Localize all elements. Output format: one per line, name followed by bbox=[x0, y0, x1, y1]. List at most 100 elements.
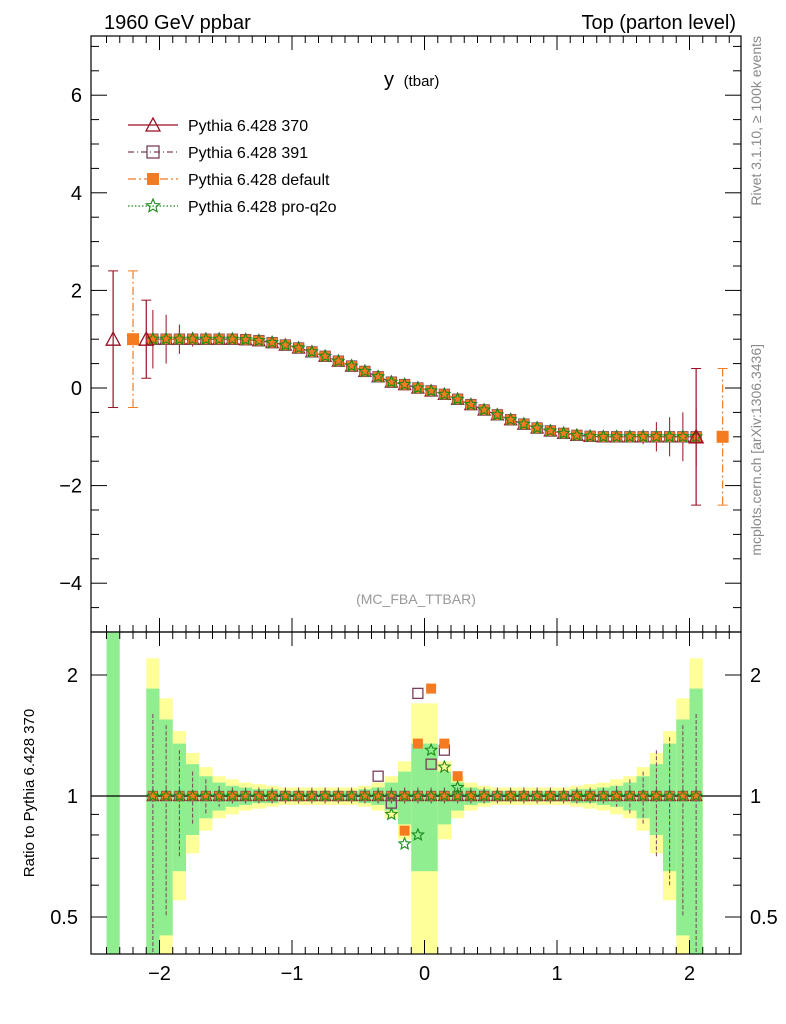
data-point bbox=[360, 791, 370, 801]
data-point bbox=[424, 789, 438, 802]
data-point bbox=[464, 789, 478, 802]
main-data-layer bbox=[105, 270, 729, 506]
ratio-y-tick-labels: 2 2 1 1 0.5 0.5 bbox=[50, 665, 778, 929]
data-point bbox=[291, 340, 306, 354]
data-point bbox=[227, 791, 237, 801]
data-point bbox=[186, 789, 200, 802]
data-point bbox=[505, 414, 516, 425]
data-point bbox=[384, 806, 399, 821]
xtick-label: −2 bbox=[148, 963, 171, 985]
data-point bbox=[543, 423, 558, 437]
data-point bbox=[373, 371, 384, 382]
left-title: 1960 GeV ppbar bbox=[104, 12, 251, 34]
data-point bbox=[625, 791, 635, 801]
data-point bbox=[424, 383, 439, 397]
data-point bbox=[411, 789, 425, 802]
data-point bbox=[227, 334, 238, 345]
data-point bbox=[439, 738, 450, 749]
data-point bbox=[318, 789, 332, 802]
data-point bbox=[612, 791, 622, 801]
data-point bbox=[532, 791, 542, 801]
data-point bbox=[199, 789, 213, 802]
data-point bbox=[147, 334, 158, 345]
data-point bbox=[410, 827, 425, 841]
data-point bbox=[201, 791, 211, 801]
data-point bbox=[664, 431, 675, 442]
data-point bbox=[399, 379, 410, 390]
main-ytick-label: 2 bbox=[71, 280, 82, 302]
mcplots-info: mcplots.cern.ch [arXiv:1306.3436] bbox=[748, 344, 764, 556]
data-point bbox=[439, 389, 450, 400]
data-point bbox=[127, 333, 139, 346]
ratio-plot-frame bbox=[90, 631, 742, 955]
data-point bbox=[504, 789, 518, 802]
legend-label: Pythia 6.428 pro-q2o bbox=[188, 199, 337, 216]
data-point bbox=[424, 742, 439, 757]
legend: Pythia 6.428 370 Pythia 6.428 391 Pythia 6… bbox=[128, 116, 337, 216]
main-axis-ticks bbox=[91, 36, 741, 633]
data-point bbox=[585, 431, 596, 442]
ratio-axis-ticks bbox=[91, 632, 741, 954]
data-point bbox=[426, 385, 437, 396]
data-point bbox=[398, 789, 412, 802]
data-point bbox=[146, 145, 160, 159]
data-point bbox=[490, 789, 504, 802]
data-point bbox=[400, 791, 410, 801]
data-point bbox=[318, 348, 333, 363]
data-point bbox=[638, 431, 649, 442]
data-point bbox=[161, 334, 172, 345]
data-point bbox=[559, 791, 569, 801]
data-point bbox=[649, 429, 664, 443]
data-point bbox=[623, 789, 637, 802]
data-point bbox=[651, 431, 662, 442]
data-point bbox=[596, 429, 611, 443]
data-point bbox=[412, 687, 424, 700]
data-point bbox=[517, 789, 531, 802]
data-point bbox=[251, 333, 266, 347]
data-point bbox=[437, 759, 452, 774]
ratio-ytick-label-left: 0.5 bbox=[50, 907, 78, 929]
data-point bbox=[596, 789, 610, 802]
data-point bbox=[238, 332, 253, 346]
data-point bbox=[294, 791, 304, 801]
main-title-suffix: (tbar) bbox=[404, 73, 440, 90]
data-point bbox=[503, 412, 518, 426]
data-point bbox=[691, 791, 701, 801]
data-point bbox=[437, 386, 452, 401]
data-point bbox=[278, 789, 292, 802]
data-point bbox=[516, 416, 531, 431]
data-point bbox=[278, 337, 293, 352]
data-point bbox=[450, 780, 465, 794]
main-title-var: y bbox=[384, 69, 394, 91]
ratio-ytick-label-right: 1 bbox=[750, 786, 761, 808]
data-point bbox=[570, 789, 584, 802]
data-point bbox=[426, 683, 437, 694]
main-ytick-label: 4 bbox=[71, 183, 82, 205]
main-ytick-label: −2 bbox=[59, 476, 82, 498]
data-point bbox=[452, 771, 463, 782]
data-point bbox=[413, 791, 423, 801]
data-point bbox=[412, 738, 423, 749]
x-tick-labels: −2 −1 0 1 2 bbox=[148, 963, 695, 985]
data-point bbox=[373, 791, 383, 801]
data-point bbox=[307, 791, 317, 801]
data-point bbox=[492, 791, 502, 801]
data-point bbox=[466, 791, 476, 801]
data-point bbox=[609, 429, 624, 443]
data-point bbox=[240, 334, 251, 345]
data-point bbox=[477, 789, 491, 802]
ratio-data-layer bbox=[146, 683, 703, 954]
ratio-ytick-label-right: 0.5 bbox=[750, 907, 778, 929]
data-point bbox=[479, 791, 489, 801]
analysis-tag: (MC_FBA_TTBAR) bbox=[356, 591, 476, 607]
data-point bbox=[161, 791, 171, 801]
data-point bbox=[265, 335, 280, 349]
data-point bbox=[212, 789, 226, 802]
series-line bbox=[152, 338, 697, 438]
data-point bbox=[651, 791, 661, 801]
data-point bbox=[677, 431, 688, 442]
data-point bbox=[397, 836, 412, 850]
main-ytick-label: 6 bbox=[71, 85, 82, 107]
data-point bbox=[689, 789, 703, 802]
data-point bbox=[239, 789, 253, 802]
